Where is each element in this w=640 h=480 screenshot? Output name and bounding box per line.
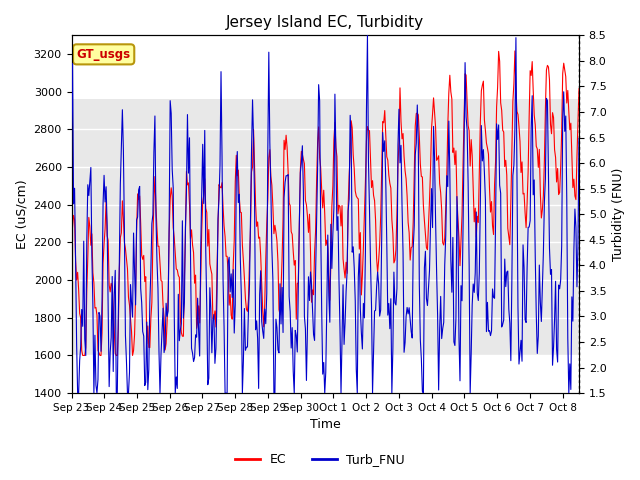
Title: Jersey Island EC, Turbidity: Jersey Island EC, Turbidity (226, 15, 424, 30)
Text: GT_usgs: GT_usgs (77, 48, 131, 61)
Y-axis label: EC (uS/cm): EC (uS/cm) (15, 180, 28, 249)
Y-axis label: Turbidity (FNU): Turbidity (FNU) (612, 168, 625, 261)
X-axis label: Time: Time (310, 419, 340, 432)
Bar (72, 99, 579, 356)
Legend: EC, Turb_FNU: EC, Turb_FNU (230, 448, 410, 471)
